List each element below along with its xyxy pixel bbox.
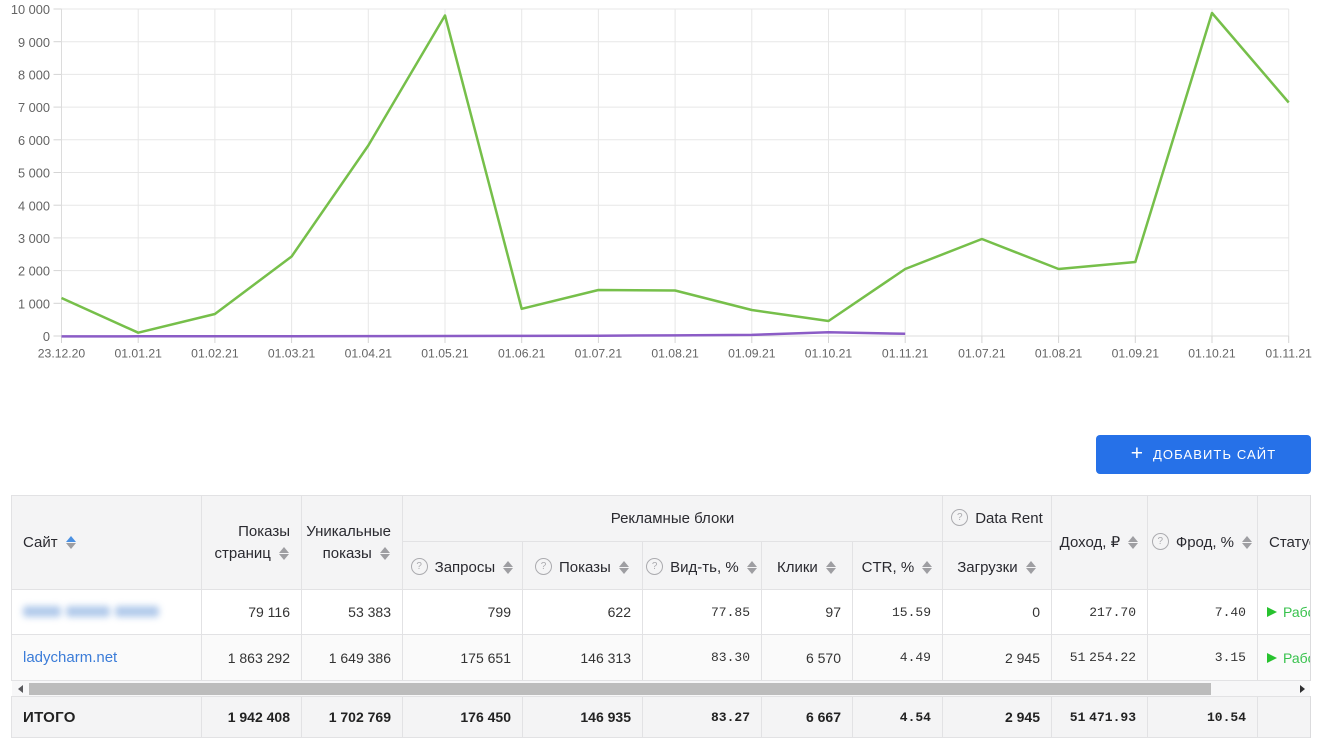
svg-text:01.03.21: 01.03.21 (268, 347, 316, 361)
svg-text:01.09.21: 01.09.21 (1112, 347, 1160, 361)
svg-text:9 000: 9 000 (18, 35, 50, 50)
svg-text:01.05.21: 01.05.21 (421, 347, 469, 361)
svg-text:10 000: 10 000 (11, 2, 50, 17)
svg-text:01.08.21: 01.08.21 (651, 347, 699, 361)
svg-text:0: 0 (43, 329, 50, 344)
svg-text:01.09.21: 01.09.21 (728, 347, 776, 361)
svg-text:01.10.21: 01.10.21 (805, 347, 853, 361)
svg-text:7 000: 7 000 (18, 100, 50, 115)
svg-text:23.12.20: 23.12.20 (38, 347, 86, 361)
svg-text:01.11.21: 01.11.21 (882, 347, 929, 361)
svg-text:6 000: 6 000 (18, 133, 50, 148)
svg-text:5 000: 5 000 (18, 166, 50, 181)
svg-text:01.02.21: 01.02.21 (191, 347, 239, 361)
svg-text:01.04.21: 01.04.21 (345, 347, 393, 361)
svg-text:1 000: 1 000 (18, 296, 50, 311)
svg-text:01.01.21: 01.01.21 (114, 347, 162, 361)
svg-text:01.07.21: 01.07.21 (575, 347, 623, 361)
svg-text:01.11.21: 01.11.21 (1265, 347, 1312, 361)
svg-text:01.08.21: 01.08.21 (1035, 347, 1083, 361)
svg-text:01.06.21: 01.06.21 (498, 347, 546, 361)
svg-text:01.07.21: 01.07.21 (958, 347, 1006, 361)
svg-text:01.10.21: 01.10.21 (1188, 347, 1236, 361)
svg-text:3 000: 3 000 (18, 231, 50, 246)
svg-text:4 000: 4 000 (18, 198, 50, 213)
svg-text:2 000: 2 000 (18, 264, 50, 279)
svg-text:8 000: 8 000 (18, 68, 50, 83)
